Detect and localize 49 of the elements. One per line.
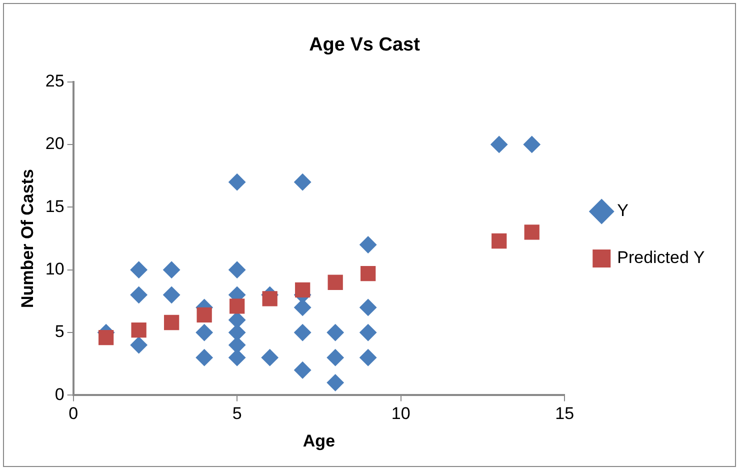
y-tick-label: 0: [54, 384, 64, 404]
point: [326, 374, 344, 392]
y-tick-label: 15: [45, 196, 64, 216]
point: [295, 282, 310, 298]
point: [163, 286, 180, 304]
legend-label: Y: [617, 201, 628, 220]
y-tick-label: 20: [45, 134, 64, 154]
y-tick-label: 25: [45, 71, 64, 90]
point: [294, 174, 312, 191]
chart-title: Age Vs Cast: [309, 34, 421, 56]
point: [230, 298, 245, 314]
point: [360, 236, 377, 254]
point: [130, 261, 148, 278]
y-axis-title: Number Of Casts: [18, 169, 37, 308]
point: [131, 322, 146, 338]
x-tick-label: 5: [232, 404, 242, 424]
x-tick-label: 10: [391, 404, 410, 424]
point: [262, 291, 278, 306]
point: [490, 136, 508, 153]
point: [164, 314, 180, 330]
x-tick-label: 0: [68, 404, 78, 424]
point: [261, 349, 278, 366]
point: [328, 274, 343, 290]
point: [326, 349, 344, 366]
legend-label: Predicted Y: [617, 248, 705, 268]
point: [360, 324, 377, 342]
y-tick-label: 5: [54, 322, 64, 342]
point: [228, 349, 246, 366]
point: [196, 307, 212, 323]
point: [228, 261, 246, 278]
x-tick-label: 15: [555, 404, 574, 424]
point: [163, 261, 180, 278]
point: [492, 233, 507, 249]
point: [360, 349, 377, 366]
point: [228, 174, 246, 191]
point: [326, 324, 344, 342]
point: [196, 324, 213, 342]
y-tick-label: 10: [45, 260, 64, 279]
x-axis-title: Age: [302, 431, 336, 450]
point: [294, 362, 312, 379]
point: [360, 266, 376, 282]
point: [524, 224, 540, 240]
point: [294, 324, 312, 342]
point: [130, 336, 148, 354]
point: [523, 136, 540, 153]
point: [360, 298, 377, 316]
point: [98, 330, 114, 346]
point: [130, 286, 148, 304]
point: [196, 349, 213, 366]
